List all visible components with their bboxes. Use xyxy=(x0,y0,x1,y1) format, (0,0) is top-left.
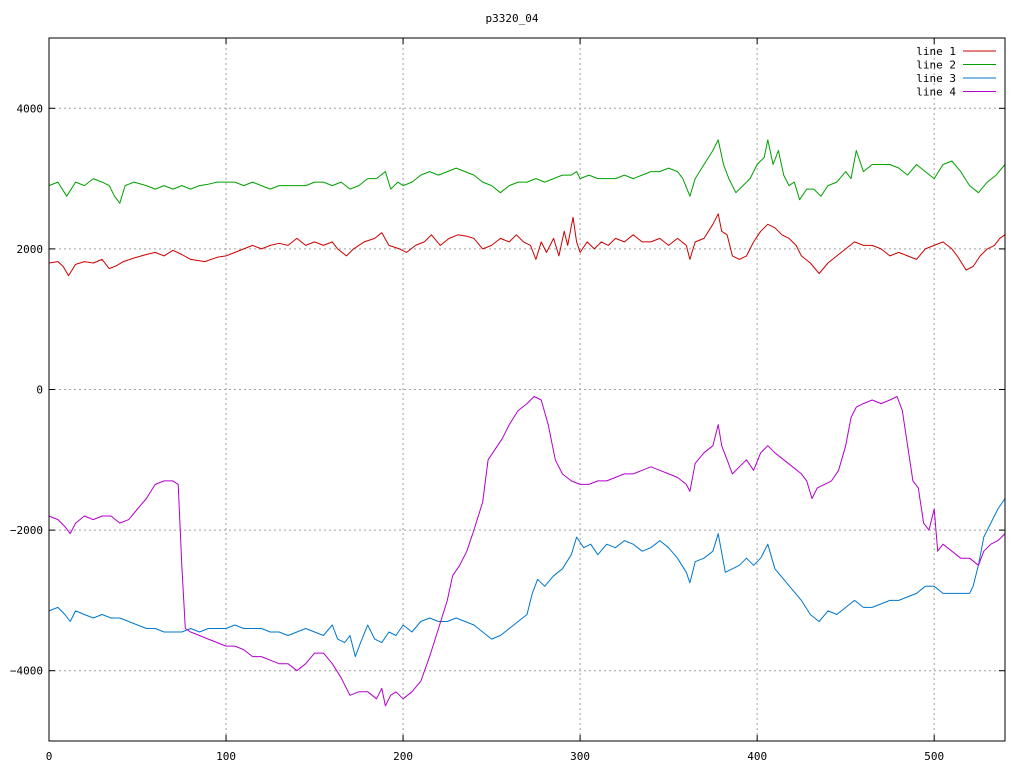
x-tick-label: 0 xyxy=(46,750,53,763)
x-tick-label: 500 xyxy=(924,750,944,763)
x-tick-label: 400 xyxy=(747,750,767,763)
y-tick-label: 0 xyxy=(36,384,43,397)
y-tick-label: −4000 xyxy=(10,665,43,678)
series-line-1 xyxy=(48,213,1006,277)
legend-label-2: line 2 xyxy=(916,59,956,72)
axis-ticks xyxy=(48,38,1005,741)
y-tick-label: 2000 xyxy=(17,243,44,256)
x-tick-label: 300 xyxy=(570,750,590,763)
y-tick-label: −2000 xyxy=(10,524,43,537)
legend-label-4: line 4 xyxy=(916,86,956,99)
x-tick-label: 100 xyxy=(216,750,236,763)
grid xyxy=(49,38,1005,741)
axis-tick-labels: 0 100 200 300 400 500 −4000 −2000 0 2000 4000 xyxy=(10,102,944,763)
y-tick-label: 4000 xyxy=(17,102,44,115)
legend-label-1: line 1 xyxy=(916,45,956,58)
x-tick-label: 200 xyxy=(393,750,413,763)
series-line-4 xyxy=(48,396,1006,707)
legend-label-3: line 3 xyxy=(916,72,956,85)
series-line-3 xyxy=(48,498,1006,658)
plot-frame xyxy=(48,37,1006,742)
chart-title: p3320_04 xyxy=(486,12,539,25)
series-line-2 xyxy=(48,139,1006,204)
series-group xyxy=(48,139,1006,707)
